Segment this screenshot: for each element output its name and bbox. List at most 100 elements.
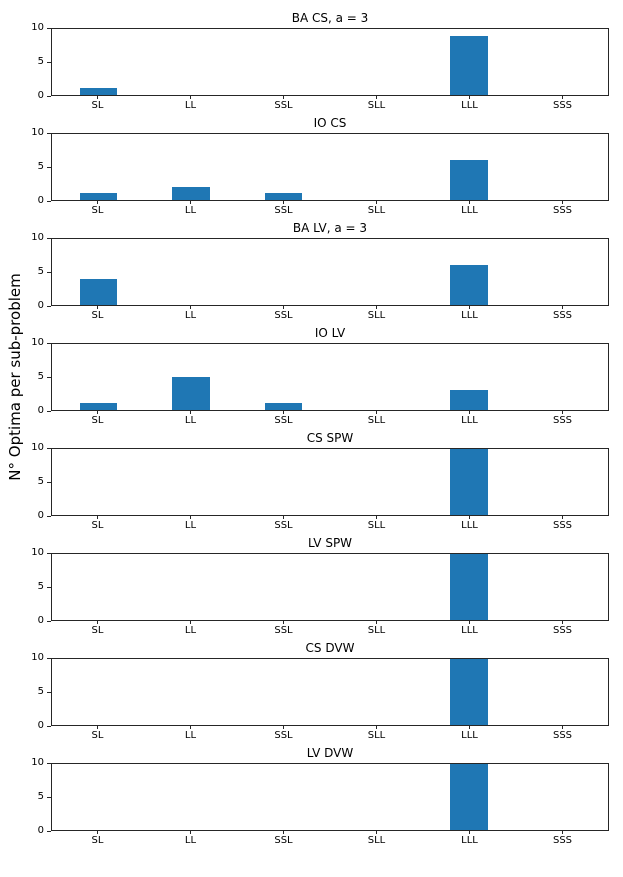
x-tick-label: SSS (552, 625, 573, 636)
y-tick: 10 (31, 548, 51, 558)
x-tick: LLL (423, 621, 516, 636)
x-tick-mark (469, 201, 470, 204)
x-tick: LLL (423, 306, 516, 321)
x-tick-mark (376, 411, 377, 414)
bar-slot-sss (515, 134, 608, 200)
x-tick: SSL (237, 831, 330, 846)
x-tick: LL (144, 726, 237, 741)
y-tick-mark (47, 305, 51, 307)
subplot-4: IO LV 0 5 10 SL LL SSL SLL LLL SSS (0, 321, 623, 426)
plot-area (51, 448, 609, 516)
y-tick: 5 (38, 582, 51, 592)
x-tick-mark (376, 621, 377, 624)
x-tick: LLL (423, 201, 516, 216)
y-tick: 5 (38, 57, 51, 67)
y-axis: 0 5 10 (0, 23, 51, 101)
x-tick-label: SLL (367, 100, 386, 111)
y-tick: 0 (38, 616, 51, 626)
y-tick-mark (47, 725, 51, 727)
x-tick-label: SSS (552, 205, 573, 216)
y-tick: 5 (38, 477, 51, 487)
x-tick-mark (97, 621, 98, 624)
y-tick-label: 5 (37, 56, 44, 67)
x-axis-labels: SL LL SSL SLL LLL SSS (51, 306, 609, 321)
plot-row: 0 5 10 (0, 233, 623, 311)
plot-area (51, 133, 609, 201)
x-tick-mark (562, 831, 563, 834)
x-tick-label: SSS (552, 310, 573, 321)
y-axis: 0 5 10 (0, 338, 51, 416)
x-tick-mark (97, 306, 98, 309)
x-tick-mark (562, 411, 563, 414)
bar-slot-sll (330, 554, 423, 620)
x-axis-labels: SL LL SSL SLL LLL SSS (51, 201, 609, 216)
subplot-5: CS SPW 0 5 10 SL LL SSL SLL LLL SSS (0, 426, 623, 531)
x-tick: LLL (423, 516, 516, 531)
bar-ssl (265, 403, 303, 410)
bar-lll (450, 160, 488, 200)
subplot-2: IO CS 0 5 10 SL LL SSL SLL LLL SSS (0, 111, 623, 216)
x-tick-label: SSL (274, 835, 293, 846)
y-tick-mark (47, 200, 51, 202)
plot-row: 0 5 10 (0, 443, 623, 521)
subplot-6: LV SPW 0 5 10 SL LL SSL SLL LLL SSS (0, 531, 623, 636)
x-tick: SLL (330, 516, 423, 531)
y-tick-label: 10 (31, 757, 44, 768)
y-tick-label: 5 (37, 266, 44, 277)
x-tick-label: SSL (274, 415, 293, 426)
x-tick-label: SSL (274, 730, 293, 741)
subplot-3: BA LV, a = 3 0 5 10 SL LL SSL SLL LLL SSS (0, 216, 623, 321)
y-tick-mark (47, 271, 51, 273)
x-tick: SSL (237, 411, 330, 426)
x-tick-label: SL (91, 100, 104, 111)
plot-row: 0 5 10 (0, 23, 623, 101)
x-tick: SSS (516, 726, 609, 741)
x-tick-mark (469, 306, 470, 309)
bar-slot-lll (423, 29, 516, 95)
subplot-title: CS SPW (306, 431, 354, 445)
x-tick-mark (562, 306, 563, 309)
y-tick: 0 (38, 826, 51, 836)
subplots-container: BA CS, a = 3 0 5 10 SL LL SSL SLL LLL SSS IO CS… (0, 6, 623, 846)
x-tick: SLL (330, 201, 423, 216)
x-axis-labels: SL LL SSL SLL LLL SSS (51, 516, 609, 531)
x-tick-mark (376, 306, 377, 309)
subplot-title: BA CS, a = 3 (291, 11, 369, 25)
bar-slot-ll (145, 449, 238, 515)
x-tick-mark (283, 516, 284, 519)
subplot-7: CS DVW 0 5 10 SL LL SSL SLL LLL SSS (0, 636, 623, 741)
x-tick-label: SSS (552, 835, 573, 846)
y-tick-mark (47, 691, 51, 693)
y-tick-label: 10 (31, 442, 44, 453)
y-tick: 0 (38, 91, 51, 101)
x-tick-label: SSS (552, 730, 573, 741)
bar-slot-sss (515, 239, 608, 305)
subplot-1: BA CS, a = 3 0 5 10 SL LL SSL SLL LLL SSS (0, 6, 623, 111)
x-tick: LL (144, 516, 237, 531)
bar-slot-ssl (237, 134, 330, 200)
x-tick-label: SL (91, 310, 104, 321)
bar-slot-ll (145, 29, 238, 95)
bar-slot-sss (515, 29, 608, 95)
y-axis: 0 5 10 (0, 443, 51, 521)
y-axis: 0 5 10 (0, 233, 51, 311)
y-tick-label: 0 (37, 90, 44, 101)
x-tick: LL (144, 831, 237, 846)
bar-slot-sss (515, 659, 608, 725)
x-tick: SSL (237, 96, 330, 111)
y-tick-label: 5 (37, 686, 44, 697)
x-tick-label: SLL (367, 835, 386, 846)
x-tick-mark (376, 96, 377, 99)
y-tick-label: 10 (31, 652, 44, 663)
x-tick: SSS (516, 96, 609, 111)
x-tick: LLL (423, 726, 516, 741)
x-tick-mark (469, 621, 470, 624)
x-tick-mark (97, 411, 98, 414)
y-tick-mark (47, 342, 51, 344)
plot-area (51, 238, 609, 306)
bar-slot-ll (145, 344, 238, 410)
y-tick: 5 (38, 372, 51, 382)
x-tick-label: LL (184, 520, 197, 531)
bar-slot-ssl (237, 764, 330, 830)
